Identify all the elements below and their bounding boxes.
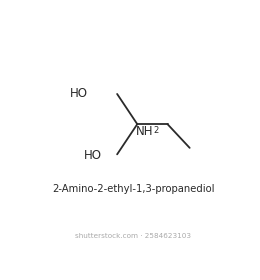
Text: 2: 2 — [153, 126, 159, 135]
Text: HO: HO — [84, 149, 102, 162]
Text: NH: NH — [136, 125, 154, 138]
Text: shutterstock.com · 2584623103: shutterstock.com · 2584623103 — [75, 233, 191, 239]
Text: 2-Amino-2-ethyl-1,3-propanediol: 2-Amino-2-ethyl-1,3-propanediol — [52, 184, 214, 194]
Text: HO: HO — [70, 87, 88, 101]
